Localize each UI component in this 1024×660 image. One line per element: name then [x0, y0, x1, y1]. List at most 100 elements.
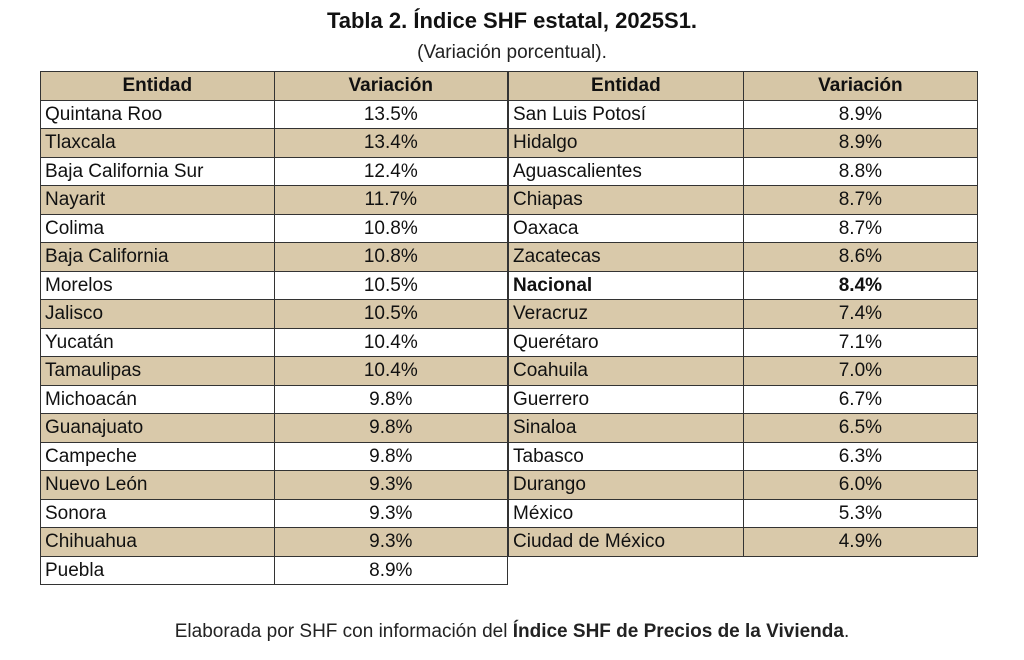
value-cell: 10.4%	[273, 356, 509, 386]
entity-cell: Jalisco	[40, 299, 275, 329]
value-cell: 10.8%	[273, 213, 509, 243]
value-cell: 8.4%	[742, 270, 979, 300]
value-cell: 9.8%	[273, 413, 509, 443]
value-cell: 10.8%	[273, 242, 509, 272]
value-cell: 13.5%	[273, 99, 509, 129]
entity-cell: Yucatán	[40, 327, 275, 357]
value-cell: 8.9%	[273, 555, 509, 585]
table-row: Michoacán 9.8%	[40, 384, 509, 414]
entity-cell: Campeche	[40, 441, 275, 471]
table-row: Tamaulipas 10.4%	[40, 356, 509, 386]
entity-cell: Tlaxcala	[40, 128, 275, 158]
entity-cell: Nuevo León	[40, 470, 275, 500]
table-left: Entidad Variación Quintana Roo 13.5% Tlaxcal…	[40, 71, 509, 585]
table-row: Querétaro 7.1%	[508, 327, 979, 357]
entity-cell: Oaxaca	[508, 213, 744, 243]
value-cell: 6.7%	[742, 384, 979, 414]
value-cell: 9.3%	[273, 527, 509, 557]
table-row: Quintana Roo 13.5%	[40, 99, 509, 129]
entity-cell: Colima	[40, 213, 275, 243]
table-row: Nuevo León 9.3%	[40, 470, 509, 500]
table-row: México 5.3%	[508, 498, 979, 528]
entity-cell: México	[508, 498, 744, 528]
table-row: Chiapas 8.7%	[508, 185, 979, 215]
entity-cell: Sinaloa	[508, 413, 744, 443]
table-row: Tabasco 6.3%	[508, 441, 979, 471]
footer: Elaborada por SHF con información del Ín…	[0, 621, 1024, 643]
table-right: Entidad Variación San Luis Potosí 8.9% Hidal…	[508, 71, 979, 557]
entity-cell: Nayarit	[40, 185, 275, 215]
value-cell: 9.8%	[273, 384, 509, 414]
footer-text: Elaborada por SHF con información del	[174, 621, 513, 642]
table-row: Oaxaca 8.7%	[508, 213, 979, 243]
value-cell: 4.9%	[742, 527, 979, 557]
table-row: Morelos 10.5%	[40, 270, 509, 300]
value-cell: 8.7%	[742, 185, 979, 215]
title: Tabla 2. Índice SHF estatal, 2025S1.	[326, 8, 698, 33]
table-row: Sinaloa 6.5%	[508, 413, 979, 443]
table-row: Tlaxcala 13.4%	[40, 128, 509, 158]
subtitle: (Variación porcentual).	[417, 42, 607, 63]
entity-cell: Puebla	[40, 555, 275, 585]
entity-cell: Tabasco	[508, 441, 744, 471]
value-cell: 8.8%	[742, 156, 979, 186]
entity-cell: Ciudad de México	[508, 527, 744, 557]
header-row: Entidad Variación	[40, 71, 509, 101]
column-header: Entidad	[508, 71, 744, 101]
value-cell: 8.6%	[742, 242, 979, 272]
header-row: Entidad Variación	[508, 71, 979, 101]
entity-cell: Nacional	[508, 270, 744, 300]
table-row: Chihuahua 9.3%	[40, 527, 509, 557]
entity-cell: Aguascalientes	[508, 156, 744, 186]
value-cell: 9.3%	[273, 498, 509, 528]
value-cell: 13.4%	[273, 128, 509, 158]
column-header: Entidad	[40, 71, 275, 101]
entity-cell: Veracruz	[508, 299, 744, 329]
footer-source: Índice SHF de Precios de la Vivienda	[512, 621, 844, 642]
table-row: Baja California 10.8%	[40, 242, 509, 272]
table-row: Aguascalientes 8.8%	[508, 156, 979, 186]
value-cell: 9.8%	[273, 441, 509, 471]
value-cell: 9.3%	[273, 470, 509, 500]
entity-cell: Quintana Roo	[40, 99, 275, 129]
entity-cell: San Luis Potosí	[508, 99, 744, 129]
value-cell: 6.0%	[742, 470, 979, 500]
entity-cell: Guerrero	[508, 384, 744, 414]
entity-cell: Baja California Sur	[40, 156, 275, 186]
table-row: Nayarit 11.7%	[40, 185, 509, 215]
table-row: Durango 6.0%	[508, 470, 979, 500]
value-cell: 10.4%	[273, 327, 509, 357]
column-header: Variación	[273, 71, 509, 101]
value-cell: 5.3%	[742, 498, 979, 528]
value-cell: 7.0%	[742, 356, 979, 386]
value-cell: 8.9%	[742, 128, 979, 158]
entity-cell: Chihuahua	[40, 527, 275, 557]
footer-end: .	[843, 621, 850, 642]
table-row: Puebla 8.9%	[40, 555, 509, 585]
entity-cell: Chiapas	[508, 185, 744, 215]
value-cell: 6.5%	[742, 413, 979, 443]
entity-cell: Tamaulipas	[40, 356, 275, 386]
table-row: Nacional 8.4%	[508, 270, 979, 300]
value-cell: 7.4%	[742, 299, 979, 329]
entity-cell: Sonora	[40, 498, 275, 528]
table-row: Hidalgo 8.9%	[508, 128, 979, 158]
table-row: Guanajuato 9.8%	[40, 413, 509, 443]
entity-cell: Querétaro	[508, 327, 744, 357]
table-row: Colima 10.8%	[40, 213, 509, 243]
value-cell: 7.1%	[742, 327, 979, 357]
table-row: Guerrero 6.7%	[508, 384, 979, 414]
entity-cell: Michoacán	[40, 384, 275, 414]
value-cell: 6.3%	[742, 441, 979, 471]
table-row: Zacatecas 8.6%	[508, 242, 979, 272]
value-cell: 10.5%	[273, 299, 509, 329]
entity-cell: Baja California	[40, 242, 275, 272]
table-row: Sonora 9.3%	[40, 498, 509, 528]
table-row: Veracruz 7.4%	[508, 299, 979, 329]
entity-cell: Zacatecas	[508, 242, 744, 272]
value-cell: 8.7%	[742, 213, 979, 243]
value-cell: 12.4%	[273, 156, 509, 186]
entity-cell: Guanajuato	[40, 413, 275, 443]
table-row: Ciudad de México 4.9%	[508, 527, 979, 557]
